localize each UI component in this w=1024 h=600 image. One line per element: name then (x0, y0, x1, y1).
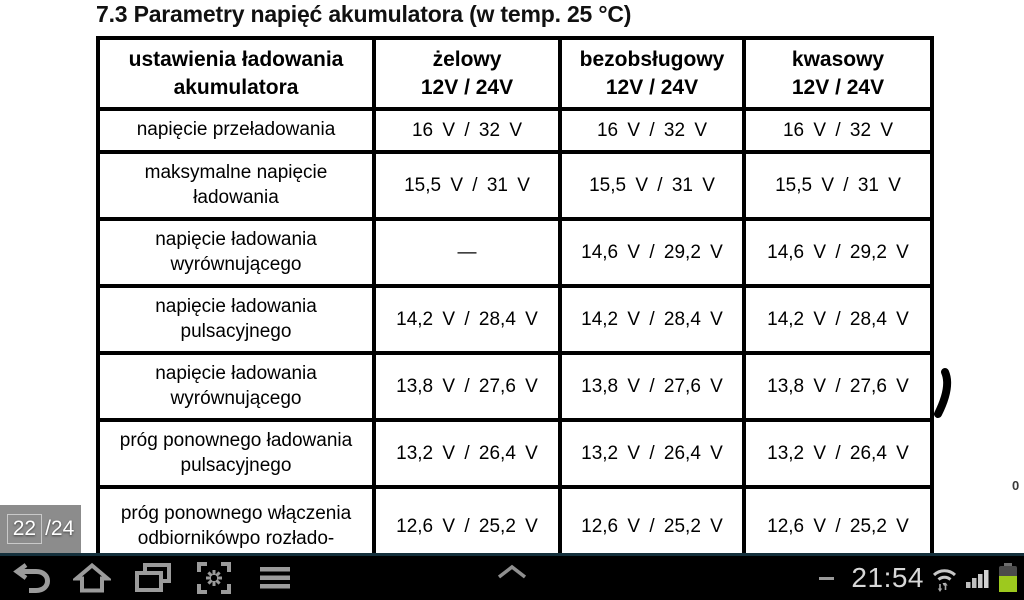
page-indicator[interactable]: 22 /24 (0, 505, 81, 553)
table-row: napięcie ładowania wyrównującego — 14,6 … (96, 217, 934, 288)
header-cell-maintenance-free: bezobsługowy 12V / 24V (558, 36, 746, 111)
table-row: napięcie ładowania pulsacyjnego 14,2 V /… (96, 284, 934, 355)
value-cell: 13,2 V / 26,4 V (742, 418, 934, 489)
header-cell-acid: kwasowy 12V / 24V (742, 36, 934, 111)
row-label: maksymalne napięcie ładowania (96, 150, 376, 221)
screen-capture-icon (197, 562, 231, 594)
page-comma-mark (934, 367, 952, 424)
recent-apps-button[interactable] (134, 562, 172, 594)
section-title: 7.3 Parametry napięć akumulatora (w temp… (96, 1, 632, 27)
wifi-icon (932, 569, 957, 592)
value-cell: 12,6 V / 25,2 V (372, 485, 562, 556)
value-cell: 15,5 V / 31 V (372, 150, 562, 221)
value-cell: 16 V / 32 V (742, 107, 934, 154)
chevron-up-icon (497, 564, 527, 579)
clock: 21:54 (851, 562, 924, 593)
value-cell: 12,6 V / 25,2 V (742, 485, 934, 556)
row-label: napięcie ładowania wyrównującego (96, 351, 376, 422)
row-label: napięcie ładowania wyrównującego (96, 217, 376, 288)
value-cell: 15,5 V / 31 V (558, 150, 746, 221)
value-cell: 15,5 V / 31 V (742, 150, 934, 221)
current-page-box[interactable]: 22 (6, 514, 43, 544)
total-pages-label: /24 (45, 517, 75, 540)
document-page[interactable]: 7.3 Parametry napięć akumulatora (w temp… (0, 0, 1024, 556)
home-icon (73, 562, 111, 593)
system-navigation-bar: 21:54 (0, 553, 1024, 600)
back-icon (13, 563, 50, 593)
value-cell: 13,8 V / 27,6 V (558, 351, 746, 422)
value-cell: 14,6 V / 29,2 V (742, 217, 934, 288)
value-cell: 16 V / 32 V (372, 107, 562, 154)
table-row: napięcie ładowania wyrównującego 13,8 V … (96, 351, 934, 422)
recent-apps-icon (135, 563, 171, 592)
row-label: napięcie ładowania pulsacyjnego (96, 284, 376, 355)
notification-dash-icon (819, 576, 835, 580)
value-cell: 13,2 V / 26,4 V (558, 418, 746, 489)
battery-icon (999, 563, 1017, 592)
screen-capture-button[interactable] (195, 562, 233, 594)
value-cell: 14,6 V / 29,2 V (558, 217, 746, 288)
nav-buttons (12, 556, 294, 600)
menu-button[interactable] (256, 562, 294, 594)
header-cell-settings: ustawienia ładowania akumulatora (96, 36, 376, 111)
value-cell: 16 V / 32 V (558, 107, 746, 154)
value-cell: 13,2 V / 26,4 V (372, 418, 562, 489)
mini-apps-toggle[interactable] (496, 564, 528, 585)
table-row: próg ponownego ładowania pulsacyjnego 13… (96, 418, 934, 489)
row-label: napięcie przeładowania (96, 107, 376, 154)
menu-icon (260, 567, 290, 589)
value-cell: 13,8 V / 27,6 V (742, 351, 934, 422)
value-cell: 12,6 V / 25,2 V (558, 485, 746, 556)
table-row: próg ponownego włączenia odbiornikówpo r… (96, 485, 934, 556)
battery-voltage-table: ustawienia ładowania akumulatora żelowy … (96, 36, 934, 556)
value-cell: — (372, 217, 562, 288)
page-edge-digit: 0 (1012, 478, 1020, 493)
table-header-row: ustawienia ładowania akumulatora żelowy … (96, 36, 934, 111)
back-button[interactable] (12, 562, 50, 594)
header-cell-gel: żelowy 12V / 24V (372, 36, 562, 111)
row-label: próg ponownego włączenia odbiornikówpo r… (96, 485, 376, 556)
table-row: napięcie przeładowania 16 V / 32 V 16 V … (96, 107, 934, 154)
value-cell: 13,8 V / 27,6 V (372, 351, 562, 422)
value-cell: 14,2 V / 28,4 V (558, 284, 746, 355)
value-cell: 14,2 V / 28,4 V (742, 284, 934, 355)
signal-strength-icon (966, 570, 989, 588)
status-area[interactable]: 21:54 (819, 556, 1018, 600)
row-label: próg ponownego ładowania pulsacyjnego (96, 418, 376, 489)
value-cell: 14,2 V / 28,4 V (372, 284, 562, 355)
table-row: maksymalne napięcie ładowania 15,5 V / 3… (96, 150, 934, 221)
home-button[interactable] (73, 562, 111, 594)
